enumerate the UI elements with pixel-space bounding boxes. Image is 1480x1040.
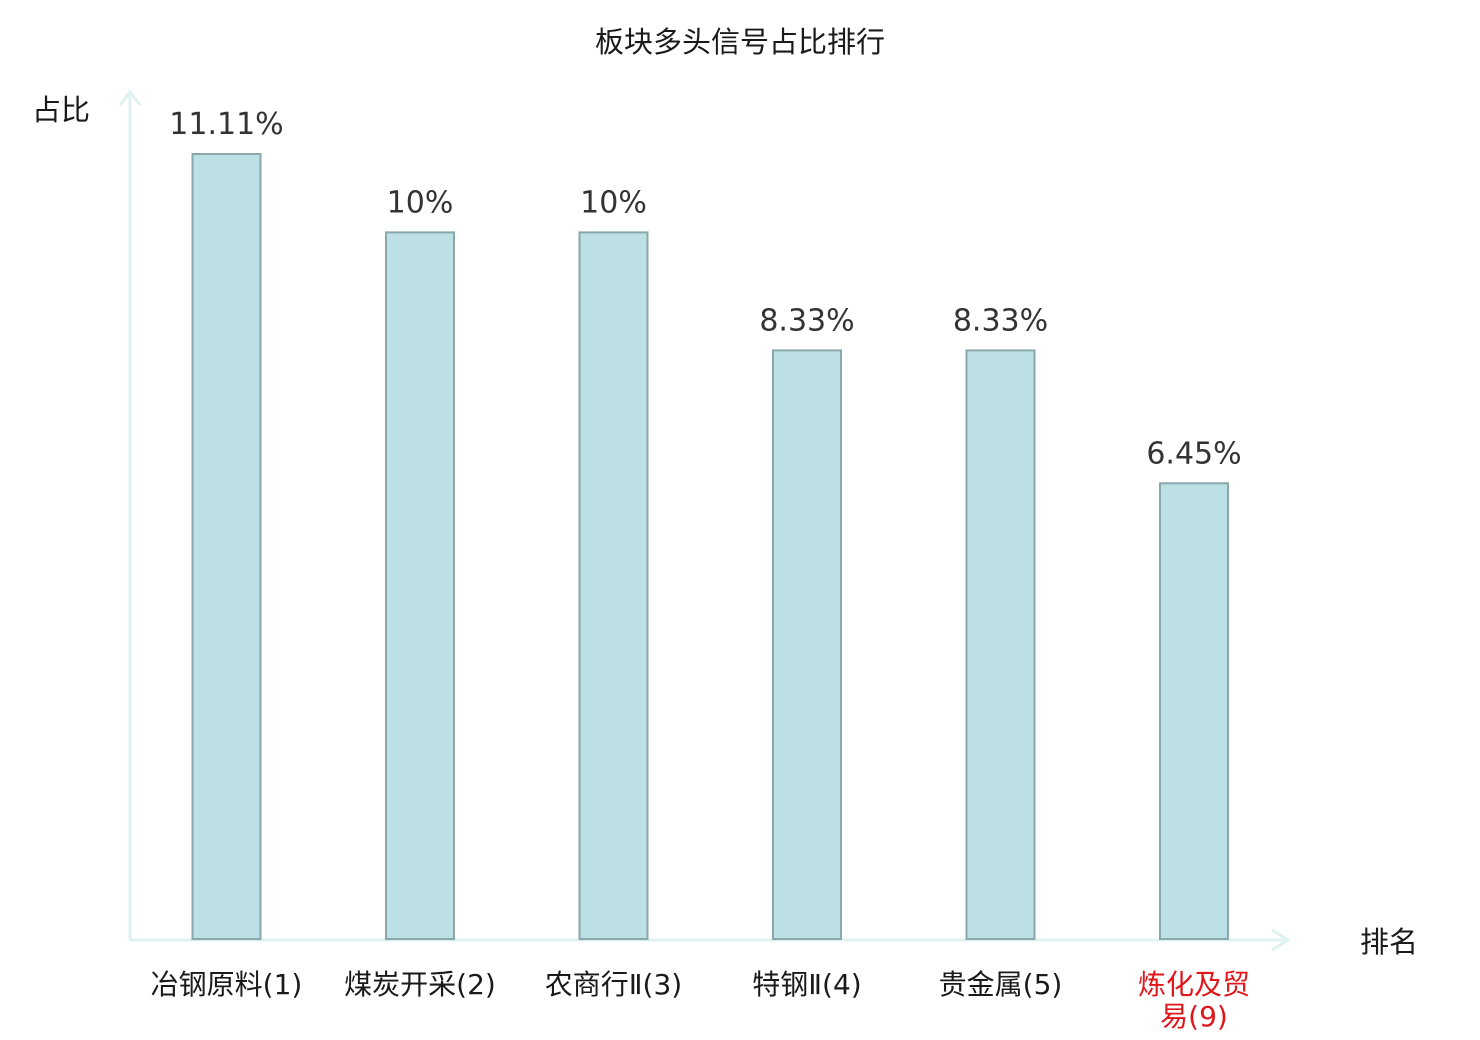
chart-title: 板块多头信号占比排行 <box>595 25 885 59</box>
bar-5 <box>1159 482 1229 940</box>
bar-1 <box>385 231 455 940</box>
value-labels-group: 11.11% 10% 10% 8.33% 8.33% 6.45% <box>169 107 1241 471</box>
category-label-5-line-1: 易(9) <box>1160 1000 1228 1033</box>
y-axis <box>118 89 142 940</box>
bar-3 <box>772 349 842 940</box>
bar-4 <box>965 349 1036 940</box>
value-label-3: 8.33% <box>759 303 854 338</box>
category-label-0: 冶钢原料(1) <box>151 968 303 1001</box>
x-axis-label: 排名 <box>1360 925 1418 959</box>
value-label-2: 10% <box>580 185 647 220</box>
category-labels-group: 冶钢原料(1) 煤炭开采(2) 农商行Ⅱ(3) 特钢Ⅱ(4) 贵金属(5) 炼化及贸易(9… <box>151 968 1250 1033</box>
category-label-4: 贵金属(5) <box>939 968 1063 1001</box>
value-label-4: 8.33% <box>953 303 1048 338</box>
value-label-5: 6.45% <box>1146 436 1241 471</box>
y-axis-arrow <box>118 89 142 106</box>
x-axis-arrow <box>1271 928 1291 952</box>
x-axis <box>130 928 1291 952</box>
value-label-1: 10% <box>387 185 454 220</box>
category-label-5-line-0: 炼化及贸 <box>1138 968 1250 1001</box>
category-label-1: 煤炭开采(2) <box>344 968 496 1001</box>
bar-2 <box>578 231 649 940</box>
category-label-2: 农商行Ⅱ(3) <box>545 968 682 1001</box>
bars-group <box>191 153 1229 940</box>
y-axis-label: 占比 <box>32 93 90 127</box>
category-label-3: 特钢Ⅱ(4) <box>752 968 861 1001</box>
bar-0 <box>191 153 262 940</box>
value-label-0: 11.11% <box>169 107 283 142</box>
